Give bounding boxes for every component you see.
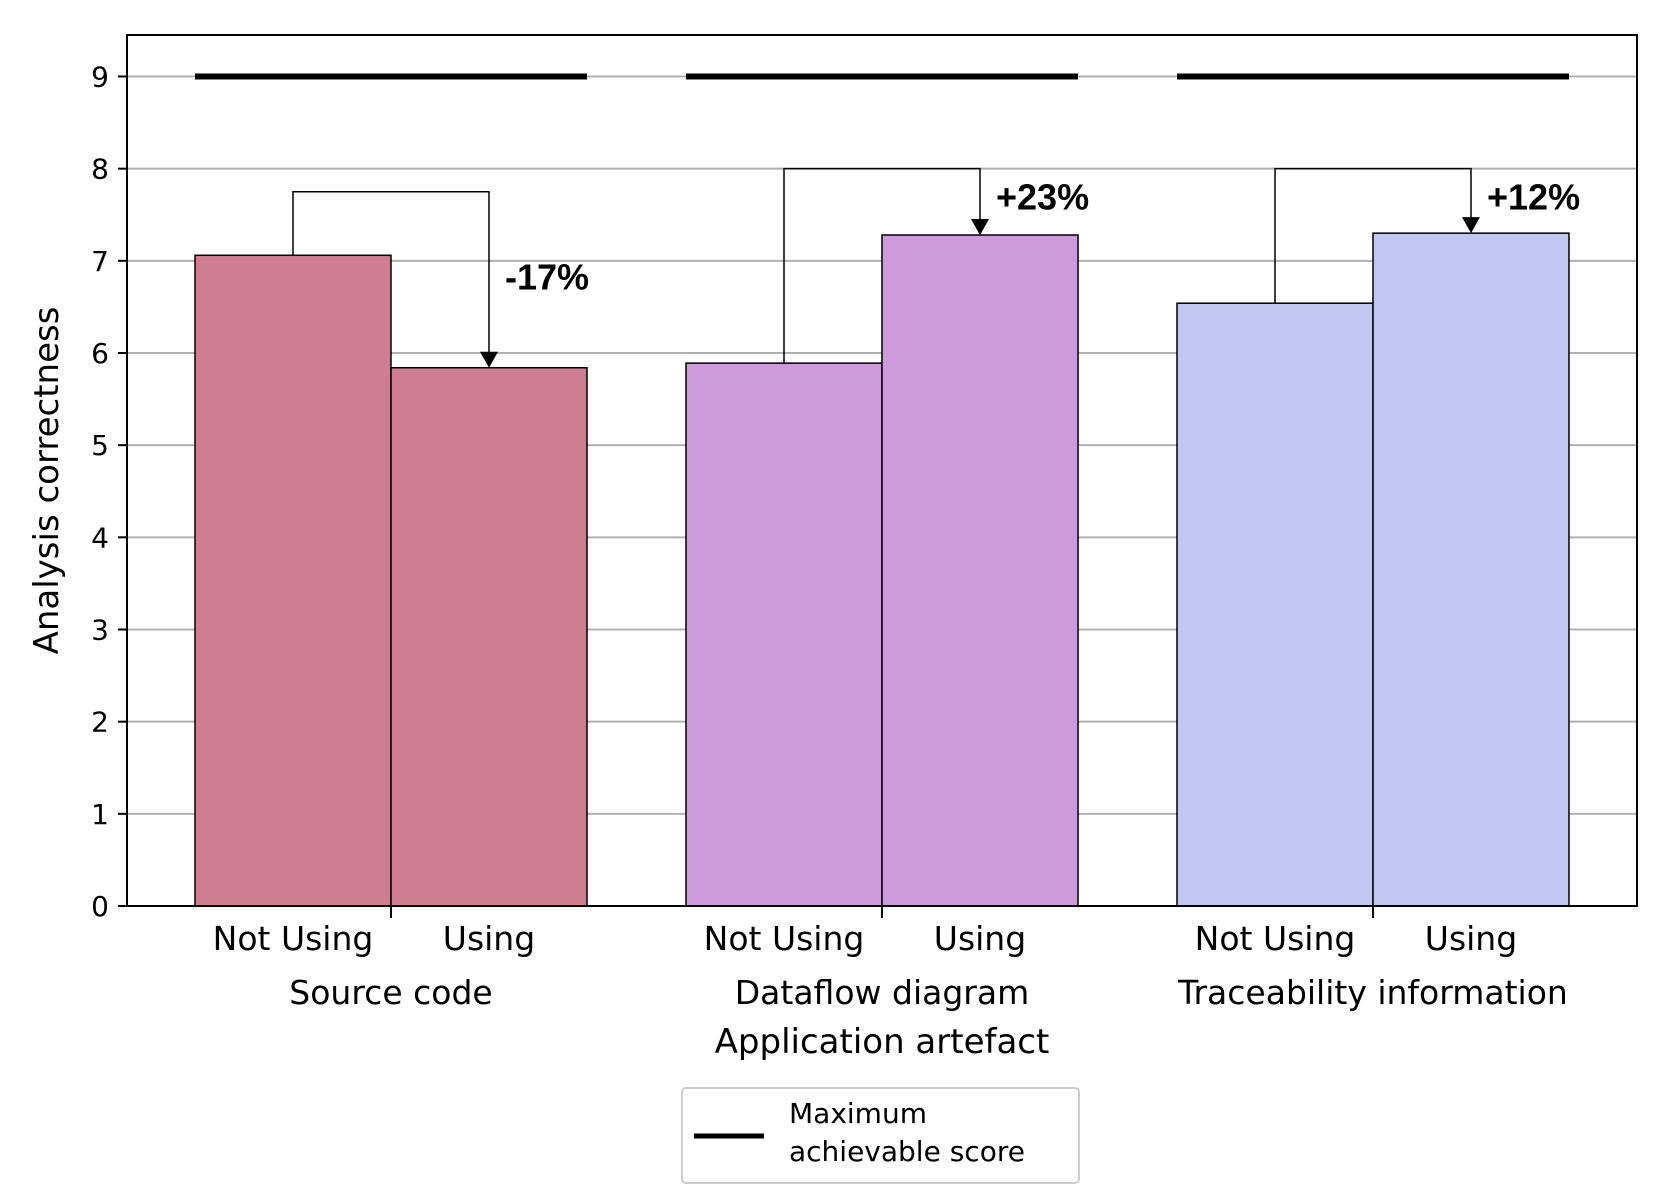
change-arrowhead bbox=[480, 351, 498, 368]
x-sub-label: Using bbox=[934, 919, 1026, 958]
change-brackets: -17% +23% +12% bbox=[292, 167, 1580, 368]
bar bbox=[1372, 232, 1570, 907]
x-sub-label: Not Using bbox=[704, 919, 865, 958]
x-group-label: Dataflow diagram bbox=[735, 973, 1029, 1012]
y-tick-label: 9 bbox=[91, 60, 109, 93]
x-sub-label: Using bbox=[1425, 919, 1517, 958]
y-tick-label: 6 bbox=[91, 337, 109, 370]
change-arrowhead bbox=[971, 219, 989, 236]
bar bbox=[194, 254, 392, 907]
x-group-label: Source code bbox=[289, 973, 492, 1012]
bar bbox=[390, 366, 588, 907]
x-axis-title: Application artefact bbox=[715, 1022, 1050, 1062]
bars bbox=[194, 232, 1570, 907]
change-label: +23% bbox=[996, 177, 1089, 218]
x-axis: Not Using Using Source code Not Using Using D… bbox=[213, 906, 1568, 1012]
y-tick-label: 0 bbox=[91, 890, 109, 923]
legend-box bbox=[681, 1087, 1080, 1184]
bar bbox=[1176, 302, 1374, 907]
x-group-label: Traceability information bbox=[1177, 973, 1568, 1012]
bar bbox=[881, 234, 1079, 907]
y-axis: 0 1 2 3 4 5 6 7 8 9 bbox=[91, 60, 127, 923]
x-sub-label: Using bbox=[443, 919, 535, 958]
y-tick-label: 1 bbox=[91, 798, 109, 831]
y-tick-label: 8 bbox=[91, 153, 109, 186]
y-tick-label: 5 bbox=[91, 429, 109, 462]
x-sub-label: Not Using bbox=[213, 919, 374, 958]
y-tick-label: 7 bbox=[91, 245, 109, 278]
y-tick-label: 3 bbox=[91, 613, 109, 646]
bar bbox=[685, 362, 883, 907]
y-tick-label: 2 bbox=[91, 706, 109, 739]
legend-label-line2: achievable score bbox=[789, 1135, 1025, 1168]
change-label: -17% bbox=[505, 257, 589, 298]
change-label: +12% bbox=[1487, 177, 1580, 218]
change-bracket bbox=[292, 190, 490, 354]
change-bracket bbox=[783, 167, 981, 364]
legend: Maximum achievable score bbox=[681, 1087, 1080, 1184]
x-sub-label: Not Using bbox=[1195, 919, 1356, 958]
change-bracket bbox=[1274, 167, 1472, 304]
change-arrowhead bbox=[1462, 217, 1480, 234]
legend-label-line1: Maximum bbox=[789, 1097, 927, 1130]
y-tick-label: 4 bbox=[91, 521, 109, 554]
y-axis-title: Analysis correctness bbox=[27, 307, 67, 655]
